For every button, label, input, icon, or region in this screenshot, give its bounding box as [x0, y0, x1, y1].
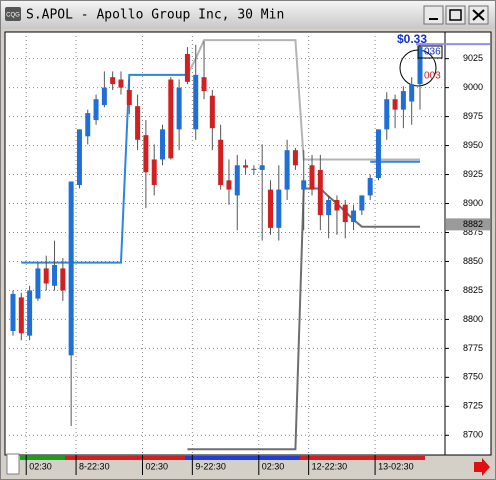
y-tick-label: 8900: [463, 198, 483, 208]
candle-body: [68, 181, 74, 356]
window-buttons: [423, 5, 489, 25]
x-tick-label: 12-22:30: [312, 461, 348, 471]
candle-body: [201, 77, 207, 92]
candle-body: [342, 204, 348, 223]
candle-body: [151, 159, 157, 185]
candle-body: [259, 165, 265, 170]
y-tick-label: 8725: [463, 401, 483, 411]
last-marker-box: [446, 218, 490, 231]
app-icon-glyph: CQG: [6, 13, 20, 19]
x-tick-label: 13-02:30: [378, 461, 414, 471]
session-strip: [185, 456, 300, 460]
plot-area: [4, 31, 446, 456]
chart-layer: 8700 8725 8750 8775 8800 8825 8850 8875 8900 8925…: [5, 32, 490, 475]
candle-body: [218, 139, 224, 185]
x-tick-label: 8-22:30: [79, 461, 110, 471]
y-tick-label: 9000: [463, 82, 483, 92]
candle-body: [143, 135, 149, 173]
y-tick-label: 8875: [463, 227, 483, 237]
candle-body: [292, 150, 298, 166]
minimize-button[interactable]: [423, 5, 444, 25]
y-tick-label: 8975: [463, 111, 483, 121]
candle-body: [417, 47, 423, 85]
y-tick-label: 8700: [463, 430, 483, 440]
price-axis: [444, 31, 492, 456]
candle-body: [160, 129, 166, 160]
close-glyph: [472, 9, 485, 21]
session-strip: [300, 456, 425, 460]
candle-body: [93, 99, 99, 121]
maximize-button[interactable]: [445, 5, 466, 25]
candle-body: [251, 168, 257, 170]
candle-body: [76, 129, 82, 185]
x-tick-label: 9-22:30: [195, 461, 226, 471]
app-icon[interactable]: [5, 7, 21, 21]
candle-body: [184, 54, 190, 82]
y-tick-label: 8950: [463, 140, 483, 150]
y-tick-label: 9025: [463, 53, 483, 63]
y-tick-label: 8800: [463, 314, 483, 324]
candle-body: [126, 89, 132, 106]
bid-size: 036: [424, 47, 441, 58]
candle-body: [392, 99, 398, 110]
y-tick-label: 8925: [463, 169, 483, 179]
candle-body: [193, 74, 199, 130]
x-tick-label: 02:30: [29, 461, 52, 471]
candle-body: [309, 165, 315, 190]
candle-body: [234, 165, 240, 196]
candle-body: [301, 180, 307, 190]
candle-body: [168, 79, 174, 159]
candle-body: [60, 268, 66, 291]
x-tick-label: 02:30: [146, 461, 169, 471]
scroll-right-arrow[interactable]: [474, 458, 490, 476]
candle-body: [101, 87, 107, 106]
candle-body: [35, 268, 41, 299]
ask-size: 003: [424, 71, 441, 82]
title-bar: [1, 1, 495, 29]
candle-body: [334, 200, 340, 211]
candle-body: [384, 99, 390, 130]
candle-body: [243, 165, 249, 168]
y-tick-label: 8850: [463, 256, 483, 266]
candle-body: [375, 129, 381, 179]
scroll-box[interactable]: [6, 453, 20, 475]
candle-body: [18, 297, 24, 334]
candle-body: [359, 195, 365, 211]
candle-body: [276, 189, 282, 228]
maximize-glyph: [449, 9, 462, 21]
indicator-line: [21, 73, 188, 264]
session-strip: [20, 456, 65, 460]
candle-body: [110, 77, 116, 85]
candle-body: [226, 180, 232, 190]
candle-body: [135, 106, 141, 140]
candle-body: [400, 91, 406, 110]
session-strip: [65, 456, 185, 460]
x-tick-label: 02:30: [262, 461, 285, 471]
bid-box: [417, 45, 443, 59]
window-title: S.APOL - Apollo Group Inc, 30 Min: [26, 8, 284, 23]
date-strip: [20, 456, 425, 460]
last-marker-label: 8882: [463, 219, 483, 229]
candle-body: [367, 178, 373, 196]
candle-body: [27, 290, 33, 336]
candle-body: [267, 189, 273, 228]
candle-body: [176, 87, 182, 130]
price-change: $0.33: [397, 32, 427, 46]
candle-body: [52, 264, 58, 286]
candle-body: [118, 79, 124, 88]
candle-body: [43, 268, 49, 284]
candle-body: [351, 210, 357, 223]
y-tick-label: 8775: [463, 343, 483, 353]
y-tick-label: 8825: [463, 285, 483, 295]
candle-body: [209, 95, 215, 129]
candle-body: [409, 84, 415, 102]
candle-body: [326, 200, 332, 216]
candle-body: [10, 293, 16, 331]
candle-body: [85, 113, 91, 137]
y-tick-label: 8750: [463, 372, 483, 382]
candle-body: [317, 169, 323, 216]
candle-body: [284, 150, 290, 190]
